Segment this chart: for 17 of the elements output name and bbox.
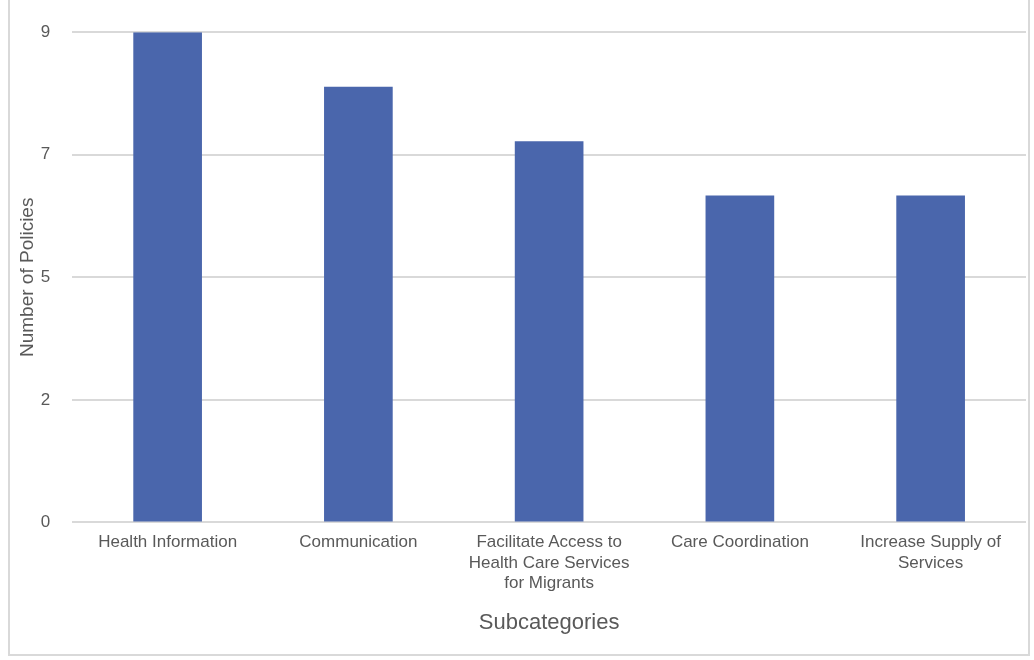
x-tick-label: Communication (299, 532, 418, 552)
y-tick-label: 0 (40, 512, 51, 532)
y-tick-label: 7 (40, 144, 51, 164)
x-tick-label: Increase Supply of Services (860, 532, 1002, 572)
y-tick-label: 9 (40, 21, 51, 41)
y-tick-label: 2 (40, 389, 51, 409)
bar (324, 86, 393, 522)
x-axis-title: Subcategories (478, 608, 620, 634)
y-tick-label: 5 (40, 266, 51, 286)
bar (896, 195, 965, 522)
x-tick-label: Health Information (98, 532, 238, 552)
x-tick-label: Facilitate Access to Health Care Services for Migrants (468, 532, 630, 593)
bar (514, 141, 584, 522)
y-axis-title: Number of Policies (15, 197, 37, 358)
x-tick-label: Care Coordination (670, 532, 809, 552)
bar (133, 32, 202, 522)
bar (705, 195, 775, 522)
